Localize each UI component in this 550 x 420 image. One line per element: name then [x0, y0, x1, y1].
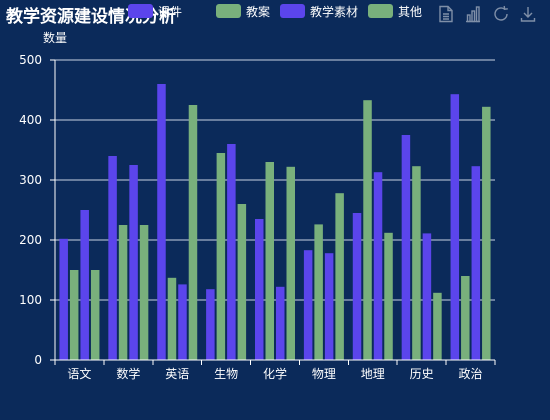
bar-教学素材-语文: [80, 210, 89, 360]
bar-课件-历史: [401, 135, 411, 360]
legend-item-teaching-material[interactable]: 教学素材: [280, 3, 358, 19]
legend-swatch-lesson-plan: [216, 4, 241, 18]
bar-教学素材-政治: [471, 166, 481, 360]
bar-教案-历史: [412, 166, 421, 360]
x-tick-label: 语文: [67, 366, 91, 381]
bar-教学素材-生物: [227, 144, 236, 360]
x-tick-label: 政治: [459, 367, 483, 381]
bar-教案-数学: [118, 225, 128, 360]
x-tick-label: 数学: [116, 366, 140, 381]
bar-课件-生物: [206, 289, 215, 360]
restore-icon[interactable]: [491, 4, 511, 24]
bar-教学素材-数学: [129, 165, 138, 360]
bar-其他-英语: [188, 105, 198, 360]
legend-item-other[interactable]: 其他: [368, 3, 422, 19]
x-tick-label: 英语: [165, 367, 189, 381]
legend-swatch-other: [368, 4, 393, 18]
bar-教学素材-化学: [276, 286, 285, 360]
x-tick-label: 历史: [410, 367, 434, 381]
x-tick-label: 生物: [214, 367, 238, 381]
bar-教学素材-地理: [373, 172, 383, 360]
legend-label-other: 其他: [398, 4, 423, 19]
bar-教案-英语: [167, 277, 177, 360]
legend-item-courseware[interactable]: 课件: [128, 3, 182, 19]
y-axis-label: 数量: [43, 30, 67, 45]
bar-其他-化学: [286, 166, 295, 360]
legend-label-courseware: 课件: [158, 4, 183, 19]
bar-其他-物理: [335, 193, 344, 360]
bar-chart-icon[interactable]: [463, 4, 483, 24]
y-tick-label: 0: [34, 353, 42, 367]
bar-教案-政治: [461, 276, 470, 360]
legend-swatch-courseware: [128, 4, 153, 18]
bar-课件-政治: [450, 94, 460, 360]
legend-label-lesson-plan: 教案: [246, 4, 271, 19]
bar-课件-化学: [255, 219, 264, 360]
bar-其他-生物: [237, 204, 247, 360]
y-tick-label: 500: [19, 53, 42, 67]
bar-其他-历史: [433, 292, 442, 360]
bar-教案-化学: [265, 162, 274, 360]
bar-教学素材-历史: [422, 233, 432, 360]
download-icon[interactable]: [518, 4, 538, 24]
bar-其他-政治: [482, 106, 491, 360]
legend-swatch-teaching-material: [280, 4, 305, 18]
bar-课件-地理: [352, 213, 362, 360]
toolbox: [436, 4, 544, 24]
bar-其他-语文: [90, 270, 100, 360]
bar-教学素材-物理: [324, 253, 334, 360]
legend-label-teaching-material: 教学素材: [310, 4, 359, 19]
bar-教案-生物: [216, 153, 226, 360]
x-tick-label: 物理: [312, 367, 336, 381]
bar-其他-地理: [384, 232, 393, 360]
bar-课件-物理: [303, 250, 313, 360]
y-tick-label: 200: [19, 233, 42, 247]
bar-课件-数学: [108, 156, 117, 360]
x-tick-label: 化学: [263, 366, 287, 381]
x-tick-label: 地理: [361, 367, 385, 381]
legend-item-lesson-plan[interactable]: 教案: [216, 3, 270, 19]
data-view-icon[interactable]: [436, 4, 456, 24]
bar-教案-语文: [69, 270, 79, 360]
bar-教案-物理: [314, 224, 323, 360]
bar-教案-地理: [363, 100, 372, 360]
bar-教学素材-英语: [178, 284, 187, 360]
bar-其他-数学: [139, 225, 149, 360]
bar-课件-英语: [157, 84, 166, 360]
bar-课件-语文: [59, 238, 68, 360]
y-tick-label: 300: [19, 173, 42, 187]
y-tick-label: 100: [19, 293, 42, 307]
y-tick-label: 400: [19, 113, 42, 127]
